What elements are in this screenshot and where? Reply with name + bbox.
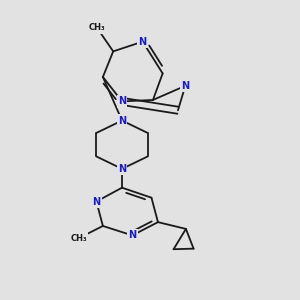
Text: N: N [118,96,126,106]
Text: N: N [118,116,126,126]
Text: N: N [128,230,136,240]
Text: CH₃: CH₃ [89,23,105,32]
Text: N: N [181,81,189,91]
Text: N: N [139,37,147,46]
Text: CH₃: CH₃ [70,234,87,243]
Text: N: N [92,196,101,206]
Text: N: N [118,164,126,174]
